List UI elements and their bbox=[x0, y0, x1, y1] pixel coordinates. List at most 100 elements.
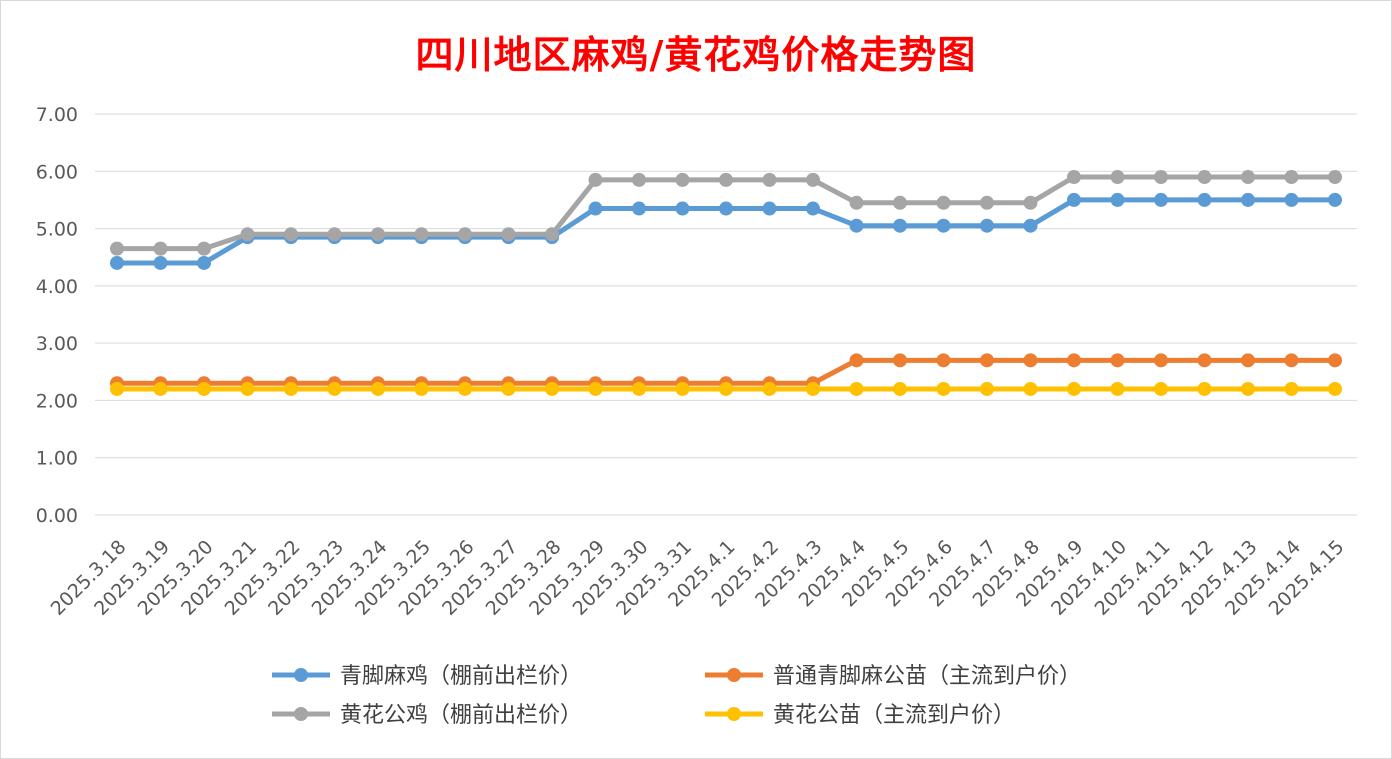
data-point bbox=[545, 227, 559, 242]
data-point bbox=[980, 381, 994, 396]
data-point bbox=[936, 195, 951, 210]
data-point bbox=[675, 172, 690, 187]
chart-title: 四川地区麻鸡/黄花鸡价格走势图 bbox=[415, 32, 977, 77]
data-point bbox=[1197, 353, 1212, 368]
data-point bbox=[893, 353, 907, 368]
data-point bbox=[153, 255, 168, 270]
data-point bbox=[414, 381, 429, 396]
data-point bbox=[893, 381, 907, 396]
data-point bbox=[327, 381, 342, 396]
data-point bbox=[1328, 192, 1342, 207]
data-point bbox=[719, 381, 733, 396]
data-point bbox=[719, 172, 733, 187]
data-point bbox=[1241, 381, 1255, 396]
data-point bbox=[153, 381, 168, 396]
legend-item: 青脚麻鸡（棚前出栏价） bbox=[272, 664, 582, 689]
data-point bbox=[936, 381, 951, 396]
data-point bbox=[1197, 192, 1212, 207]
data-point bbox=[197, 255, 211, 270]
y-axis-ticks: 0.00 1.00 2.00 3.00 4.00 5.00 6.00 7.00 bbox=[36, 104, 78, 527]
series-4 bbox=[110, 381, 1342, 396]
data-point bbox=[1110, 381, 1125, 396]
data-point bbox=[1241, 170, 1255, 185]
data-point bbox=[1154, 170, 1168, 185]
legend-label: 普通青脚麻公苗（主流到户价） bbox=[773, 664, 1081, 689]
legend-label: 青脚麻鸡（棚前出栏价） bbox=[340, 664, 582, 689]
data-point bbox=[1154, 381, 1168, 396]
data-point bbox=[110, 381, 124, 396]
y-tick-label: 6.00 bbox=[36, 161, 78, 183]
data-point bbox=[893, 195, 907, 210]
data-point bbox=[893, 218, 907, 233]
data-point bbox=[1241, 192, 1255, 207]
data-point bbox=[458, 381, 472, 396]
x-axis-ticks: 2025.3.182025.3.192025.3.202025.3.212025… bbox=[47, 536, 1349, 620]
data-point bbox=[458, 227, 472, 242]
y-tick-label: 2.00 bbox=[36, 390, 78, 412]
legend-label: 黄花公苗（主流到户价） bbox=[773, 703, 1015, 728]
data-point bbox=[327, 227, 342, 242]
data-point bbox=[980, 195, 994, 210]
data-point bbox=[1110, 353, 1125, 368]
data-point bbox=[153, 241, 168, 256]
data-point bbox=[1197, 170, 1212, 185]
data-point bbox=[762, 201, 777, 216]
legend-item: 普通青脚麻公苗（主流到户价） bbox=[705, 664, 1081, 689]
data-point bbox=[240, 227, 255, 242]
series-layer bbox=[110, 170, 1342, 396]
data-point bbox=[1110, 170, 1125, 185]
data-point bbox=[1023, 195, 1038, 210]
data-point bbox=[762, 381, 777, 396]
data-point bbox=[588, 172, 603, 187]
y-tick-label: 4.00 bbox=[36, 276, 78, 298]
data-point bbox=[284, 227, 298, 242]
data-point bbox=[675, 201, 690, 216]
data-point bbox=[849, 218, 864, 233]
data-point bbox=[1284, 192, 1299, 207]
data-point bbox=[1154, 353, 1168, 368]
data-point bbox=[675, 381, 690, 396]
legend-swatch-marker bbox=[727, 707, 741, 721]
data-point bbox=[936, 218, 951, 233]
data-point bbox=[240, 381, 255, 396]
data-point bbox=[371, 227, 385, 242]
y-tick-label: 3.00 bbox=[36, 333, 78, 355]
data-point bbox=[980, 353, 994, 368]
data-point bbox=[501, 227, 516, 242]
data-point bbox=[588, 381, 603, 396]
data-point bbox=[371, 381, 385, 396]
data-point bbox=[1284, 381, 1299, 396]
data-point bbox=[1154, 192, 1168, 207]
data-point bbox=[197, 241, 211, 256]
data-point bbox=[1067, 170, 1081, 185]
data-point bbox=[1110, 192, 1125, 207]
data-point bbox=[849, 353, 864, 368]
data-point bbox=[110, 241, 124, 256]
data-point bbox=[806, 172, 820, 187]
data-point bbox=[1067, 353, 1081, 368]
series-3 bbox=[110, 170, 1342, 256]
y-tick-label: 5.00 bbox=[36, 219, 78, 241]
data-point bbox=[1284, 353, 1299, 368]
y-tick-label: 0.00 bbox=[36, 505, 78, 527]
data-point bbox=[849, 195, 864, 210]
data-point bbox=[1328, 381, 1342, 396]
data-point bbox=[501, 381, 516, 396]
data-point bbox=[1328, 170, 1342, 185]
data-point bbox=[936, 353, 951, 368]
data-point bbox=[806, 381, 820, 396]
data-point bbox=[545, 381, 559, 396]
data-point bbox=[588, 201, 603, 216]
y-tick-label: 1.00 bbox=[36, 448, 78, 470]
data-point bbox=[849, 381, 864, 396]
legend-swatch-marker bbox=[294, 668, 308, 682]
legend-item: 黄花公鸡（棚前出栏价） bbox=[272, 703, 582, 728]
data-point bbox=[197, 381, 211, 396]
data-point bbox=[632, 201, 646, 216]
data-point bbox=[1023, 353, 1038, 368]
data-point bbox=[632, 381, 646, 396]
data-point bbox=[980, 218, 994, 233]
data-point bbox=[806, 201, 820, 216]
